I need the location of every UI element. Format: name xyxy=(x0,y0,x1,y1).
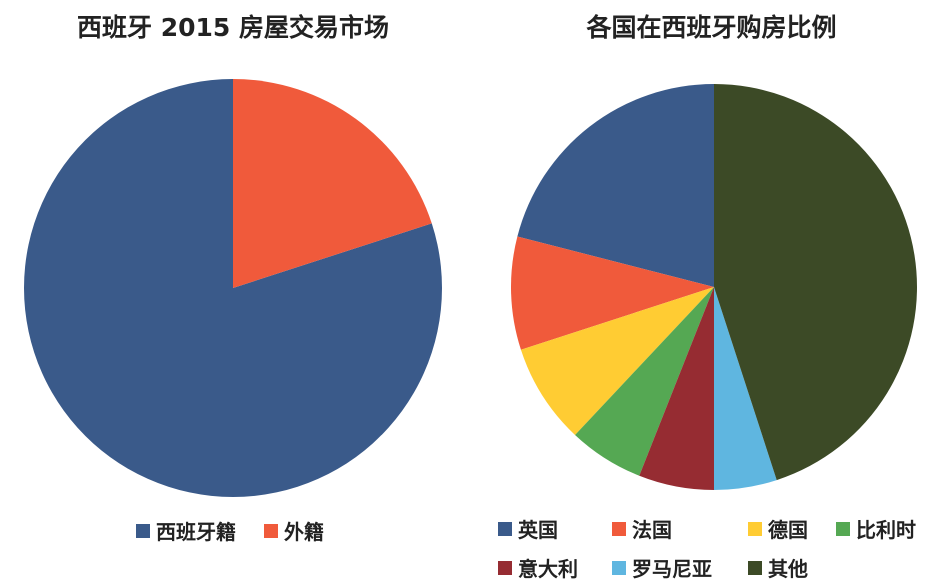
legend-item-1-5: 罗马尼亚 xyxy=(612,553,712,582)
legend-item-1-3: 比利时 xyxy=(836,514,916,543)
legend-label: 其他 xyxy=(768,557,808,581)
legend-swatch xyxy=(136,523,150,538)
legend-swatch xyxy=(748,560,762,575)
legend-swatch xyxy=(498,560,512,575)
legend-item-1-0: 英国 xyxy=(498,514,558,543)
pie-1-slice-2 xyxy=(520,287,714,435)
pie-1-slice-5 xyxy=(714,287,777,490)
legend-item-0-0: 西班牙籍 xyxy=(136,516,236,545)
pie-0-slice-1 xyxy=(233,79,432,288)
left-chart-title: 西班牙 2015 房屋交易市场 xyxy=(77,13,389,42)
legend-item-0-1: 外籍 xyxy=(264,516,324,545)
legend-swatch xyxy=(836,521,850,536)
right-chart-title: 各国在西班牙购房比例 xyxy=(586,13,837,42)
legend-swatch xyxy=(498,521,512,536)
legend-label: 德国 xyxy=(768,518,808,542)
legend-swatch xyxy=(264,523,278,538)
legend-label: 意大利 xyxy=(518,557,578,581)
pie-1-slice-4 xyxy=(639,287,714,490)
pie-0-slice-0 xyxy=(23,79,443,498)
legend-swatch xyxy=(612,560,626,575)
legend-swatch xyxy=(612,521,626,536)
pie-1-slice-1 xyxy=(511,236,714,350)
legend-label: 比利时 xyxy=(856,518,916,542)
legend-item-1-1: 法国 xyxy=(612,514,672,543)
legend-label: 英国 xyxy=(518,518,558,542)
legend-label: 法国 xyxy=(632,518,672,542)
legend-label: 罗马尼亚 xyxy=(632,557,712,581)
pie-1-slice-3 xyxy=(575,287,714,476)
legend-item-1-6: 其他 xyxy=(748,553,808,582)
legend-label: 外籍 xyxy=(284,520,324,544)
pie-1-slice-6 xyxy=(714,84,917,481)
legend-item-1-4: 意大利 xyxy=(498,553,578,582)
legend-label: 西班牙籍 xyxy=(156,520,236,544)
legend-swatch xyxy=(748,521,762,536)
pie-1-slice-0 xyxy=(517,84,714,287)
legend-item-1-2: 德国 xyxy=(748,514,808,543)
